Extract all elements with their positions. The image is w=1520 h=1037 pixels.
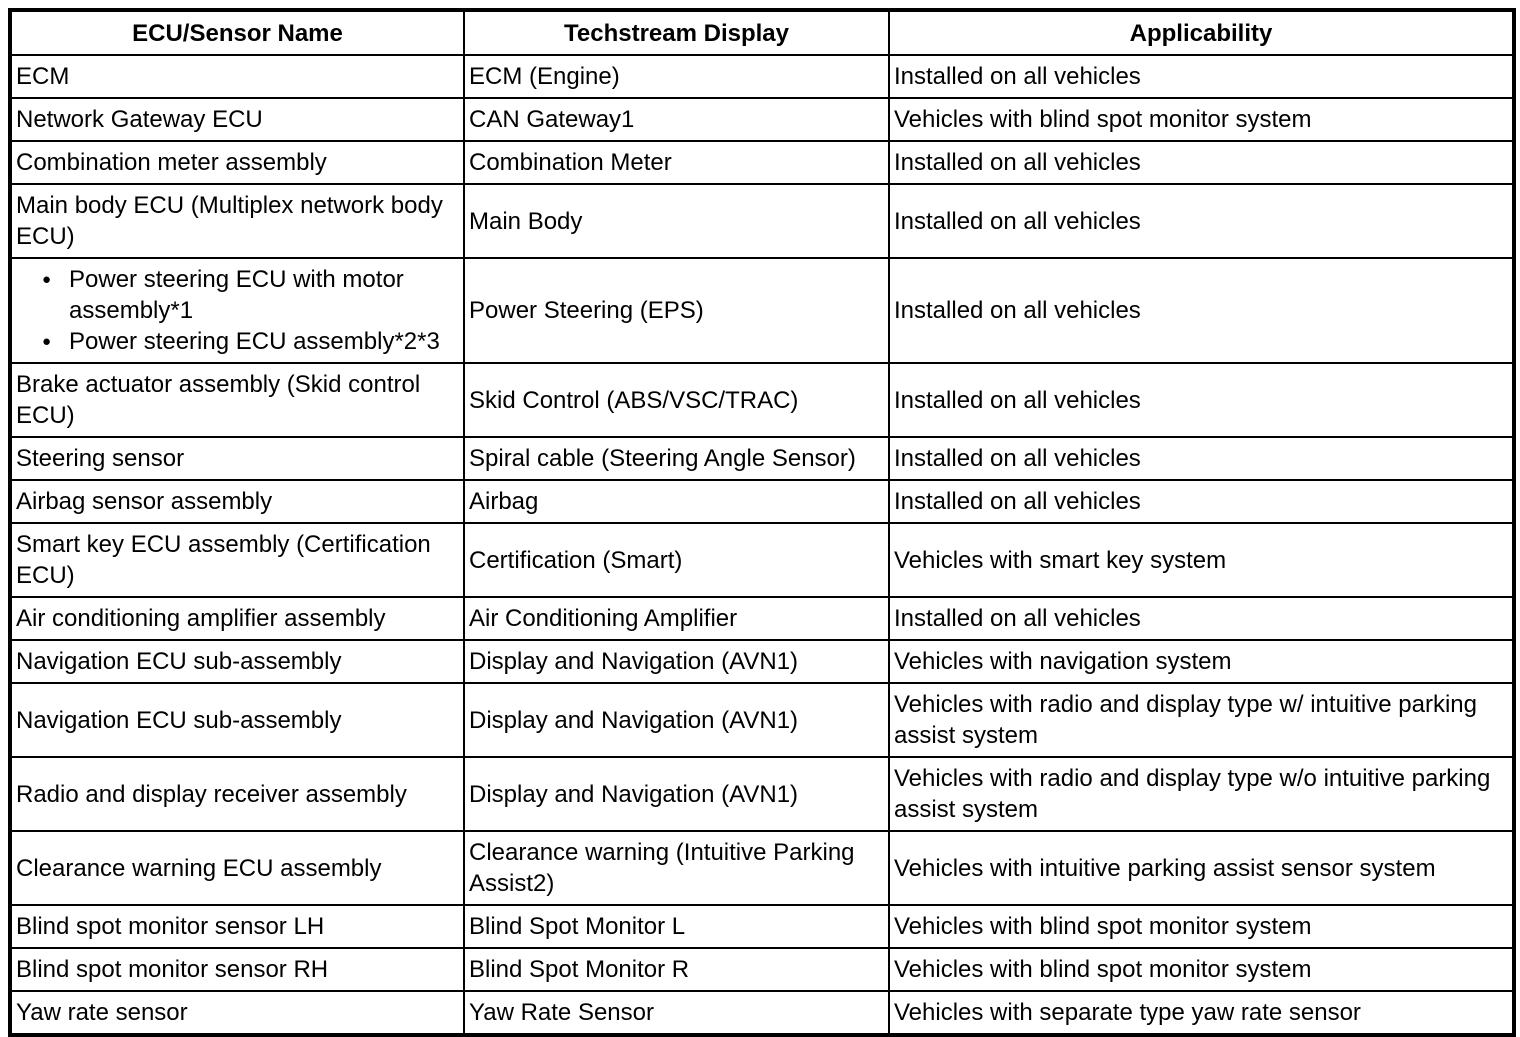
table-row: Steering sensor Spiral cable (Steering An… — [9, 436, 1515, 481]
applicability-cell: Installed on all vehicles — [888, 436, 1515, 481]
ecu-sensor-name-cell: Smart key ECU assembly (Certification EC… — [9, 522, 465, 598]
table-row: Navigation ECU sub-assembly Display and N… — [9, 682, 1515, 758]
table-row: Clearance warning ECU assembly Clearance … — [9, 830, 1515, 906]
techstream-display-cell: ECM (Engine) — [463, 54, 890, 99]
table-row: Smart key ECU assembly (Certification EC… — [9, 522, 1515, 598]
applicability-cell: Installed on all vehicles — [888, 596, 1515, 641]
techstream-display-cell: Air Conditioning Amplifier — [463, 596, 890, 641]
ecu-sensor-name-cell: Navigation ECU sub-assembly — [9, 639, 465, 684]
applicability-cell: Vehicles with navigation system — [888, 639, 1515, 684]
applicability-cell: Installed on all vehicles — [888, 140, 1515, 185]
ecu-sensor-name-cell: Radio and display receiver assembly — [9, 756, 465, 832]
techstream-display-cell: Display and Navigation (AVN1) — [463, 639, 890, 684]
applicability-cell: Installed on all vehicles — [888, 362, 1515, 438]
applicability-cell: Installed on all vehicles — [888, 183, 1515, 259]
col-header-applicability: Applicability — [888, 9, 1515, 56]
bullet-item-label: Power steering ECU assembly*2*3 — [69, 328, 440, 355]
table-row: Air conditioning amplifier assembly Air C… — [9, 596, 1515, 641]
techstream-display-cell: Blind Spot Monitor L — [463, 904, 890, 949]
ecu-sensor-name-cell: Combination meter assembly — [9, 140, 465, 185]
applicability-cell: Vehicles with separate type yaw rate sen… — [888, 990, 1515, 1036]
table-row: Main body ECU (Multiplex network body EC… — [9, 183, 1515, 259]
techstream-display-cell: Spiral cable (Steering Angle Sensor) — [463, 436, 890, 481]
applicability-cell: Vehicles with smart key system — [888, 522, 1515, 598]
techstream-display-cell: Display and Navigation (AVN1) — [463, 756, 890, 832]
ecu-sensor-name-cell: Brake actuator assembly (Skid control EC… — [9, 362, 465, 438]
ecu-sensor-name-cell: Steering sensor — [9, 436, 465, 481]
header-row: ECU/Sensor Name Techstream Display Appli… — [9, 9, 1515, 56]
table-row: ● Power steering ECU with motor assembly*… — [9, 257, 1515, 364]
bullet-icon: ● — [42, 271, 52, 288]
ecu-sensor-name-cell: Network Gateway ECU — [9, 97, 465, 142]
bullet-item: ● Power steering ECU assembly*2*3 — [16, 326, 457, 357]
applicability-cell: Vehicles with intuitive parking assist s… — [888, 830, 1515, 906]
col-header-techstream-display: Techstream Display — [463, 9, 890, 56]
table-body: ECM ECM (Engine) Installed on all vehicles… — [9, 54, 1515, 1036]
applicability-cell: Installed on all vehicles — [888, 257, 1515, 364]
applicability-cell: Vehicles with radio and display type w/o… — [888, 756, 1515, 832]
table-row: Blind spot monitor sensor LH Blind Spot M… — [9, 904, 1515, 949]
applicability-cell: Vehicles with blind spot monitor system — [888, 947, 1515, 992]
techstream-display-cell: Main Body — [463, 183, 890, 259]
ecu-sensor-name-cell: Clearance warning ECU assembly — [9, 830, 465, 906]
table-row: Radio and display receiver assembly Displ… — [9, 756, 1515, 832]
ecu-sensor-name-cell: ● Power steering ECU with motor assembly*… — [9, 257, 465, 364]
table-row: Yaw rate sensor Yaw Rate Sensor Vehicles w… — [9, 990, 1515, 1036]
techstream-display-cell: Certification (Smart) — [463, 522, 890, 598]
techstream-display-cell: Airbag — [463, 479, 890, 524]
ecu-sensor-name-cell: Blind spot monitor sensor RH — [9, 947, 465, 992]
ecu-sensor-name-cell: Main body ECU (Multiplex network body EC… — [9, 183, 465, 259]
table-header: ECU/Sensor Name Techstream Display Appli… — [9, 9, 1515, 56]
applicability-cell: Installed on all vehicles — [888, 479, 1515, 524]
table-row: Brake actuator assembly (Skid control EC… — [9, 362, 1515, 438]
techstream-display-cell: Blind Spot Monitor R — [463, 947, 890, 992]
table-row: Network Gateway ECU CAN Gateway1 Vehicles … — [9, 97, 1515, 142]
table-row: Combination meter assembly Combination Me… — [9, 140, 1515, 185]
techstream-display-cell: Display and Navigation (AVN1) — [463, 682, 890, 758]
techstream-display-cell: CAN Gateway1 — [463, 97, 890, 142]
ecu-sensor-name-cell: Air conditioning amplifier assembly — [9, 596, 465, 641]
applicability-cell: Vehicles with radio and display type w/ … — [888, 682, 1515, 758]
techstream-display-cell: Combination Meter — [463, 140, 890, 185]
ecu-sensor-name-cell: Yaw rate sensor — [9, 990, 465, 1036]
table-row: ECM ECM (Engine) Installed on all vehicles — [9, 54, 1515, 99]
bullet-item-label: Power steering ECU with motor assembly*1 — [69, 266, 404, 324]
ecu-sensor-name-cell: Airbag sensor assembly — [9, 479, 465, 524]
table-row: Navigation ECU sub-assembly Display and N… — [9, 639, 1515, 684]
table-row: Blind spot monitor sensor RH Blind Spot M… — [9, 947, 1515, 992]
techstream-display-cell: Skid Control (ABS/VSC/TRAC) — [463, 362, 890, 438]
applicability-cell: Vehicles with blind spot monitor system — [888, 904, 1515, 949]
techstream-display-cell: Yaw Rate Sensor — [463, 990, 890, 1036]
bullet-icon: ● — [42, 333, 52, 350]
ecu-sensor-name-cell: Blind spot monitor sensor LH — [9, 904, 465, 949]
applicability-cell: Installed on all vehicles — [888, 54, 1515, 99]
bullet-list: ● Power steering ECU with motor assembly*… — [16, 264, 457, 357]
bullet-item: ● Power steering ECU with motor assembly*… — [16, 264, 457, 326]
col-header-ecu-sensor-name: ECU/Sensor Name — [9, 9, 465, 56]
techstream-display-cell: Clearance warning (Intuitive Parking Ass… — [463, 830, 890, 906]
techstream-display-cell: Power Steering (EPS) — [463, 257, 890, 364]
ecu-sensor-table: ECU/Sensor Name Techstream Display Appli… — [8, 8, 1516, 1037]
applicability-cell: Vehicles with blind spot monitor system — [888, 97, 1515, 142]
table-row: Airbag sensor assembly Airbag Installed on… — [9, 479, 1515, 524]
ecu-sensor-name-cell: ECM — [9, 54, 465, 99]
ecu-sensor-name-cell: Navigation ECU sub-assembly — [9, 682, 465, 758]
